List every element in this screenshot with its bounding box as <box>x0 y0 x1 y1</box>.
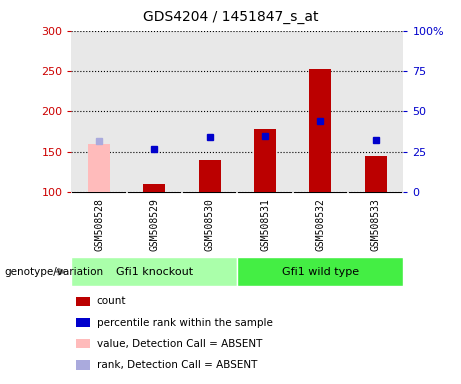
Text: Gfi1 knockout: Gfi1 knockout <box>116 266 193 277</box>
Bar <box>237 257 403 286</box>
Text: count: count <box>97 296 126 306</box>
Bar <box>71 257 237 286</box>
Text: value, Detection Call = ABSENT: value, Detection Call = ABSENT <box>97 339 262 349</box>
Text: GSM508532: GSM508532 <box>315 198 325 251</box>
Text: GDS4204 / 1451847_s_at: GDS4204 / 1451847_s_at <box>143 10 318 23</box>
Text: genotype/variation: genotype/variation <box>5 266 104 277</box>
Text: GSM508531: GSM508531 <box>260 198 270 251</box>
Text: percentile rank within the sample: percentile rank within the sample <box>97 318 273 328</box>
Bar <box>143 184 165 192</box>
Bar <box>365 156 387 192</box>
Text: GSM508529: GSM508529 <box>149 198 160 251</box>
Text: rank, Detection Call = ABSENT: rank, Detection Call = ABSENT <box>97 360 257 370</box>
Bar <box>199 160 221 192</box>
Text: GSM508530: GSM508530 <box>205 198 215 251</box>
Text: GSM508533: GSM508533 <box>371 198 381 251</box>
Text: Gfi1 wild type: Gfi1 wild type <box>282 266 359 277</box>
Bar <box>254 129 276 192</box>
Text: GSM508528: GSM508528 <box>94 198 104 251</box>
Bar <box>309 70 331 192</box>
Bar <box>88 144 110 192</box>
